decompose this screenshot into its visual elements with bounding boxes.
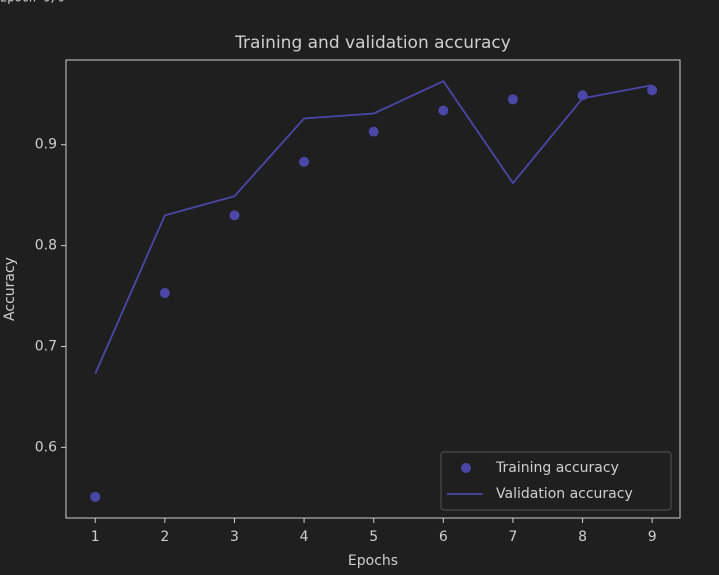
data-point	[647, 85, 658, 96]
data-point	[368, 126, 379, 137]
y-tick-label: 0.9	[35, 137, 57, 153]
x-tick-label: 5	[369, 529, 378, 545]
x-tick-label: 4	[300, 529, 309, 545]
chart-title: Training and validation accuracy	[234, 33, 511, 53]
console-text: Epoch 9/9	[0, 0, 65, 5]
data-point	[90, 491, 101, 502]
data-line	[94, 80, 653, 375]
legend-label: Training accuracy	[495, 460, 619, 476]
x-tick-label: 3	[230, 529, 239, 545]
data-point	[299, 156, 310, 167]
legend-marker	[461, 463, 471, 473]
y-axis-label: Accuracy	[2, 257, 18, 321]
plot-frame	[65, 59, 681, 519]
x-tick-label: 2	[160, 529, 169, 545]
x-tick-label: 7	[508, 529, 517, 545]
x-tick-label: 9	[648, 529, 657, 545]
x-tick-label: 8	[578, 529, 587, 545]
data-point	[159, 288, 170, 299]
x-tick-label: 6	[439, 529, 448, 545]
legend-box	[440, 451, 672, 511]
data-point	[438, 105, 449, 116]
x-tick-label: 1	[91, 529, 100, 545]
y-tick-label: 0.6	[35, 439, 57, 455]
legend-label: Validation accuracy	[496, 486, 633, 502]
y-tick-label: 0.7	[35, 339, 57, 355]
y-tick-label: 0.8	[35, 238, 57, 254]
data-point	[229, 210, 240, 221]
x-axis-label: Epochs	[348, 553, 398, 569]
data-point	[507, 94, 518, 105]
